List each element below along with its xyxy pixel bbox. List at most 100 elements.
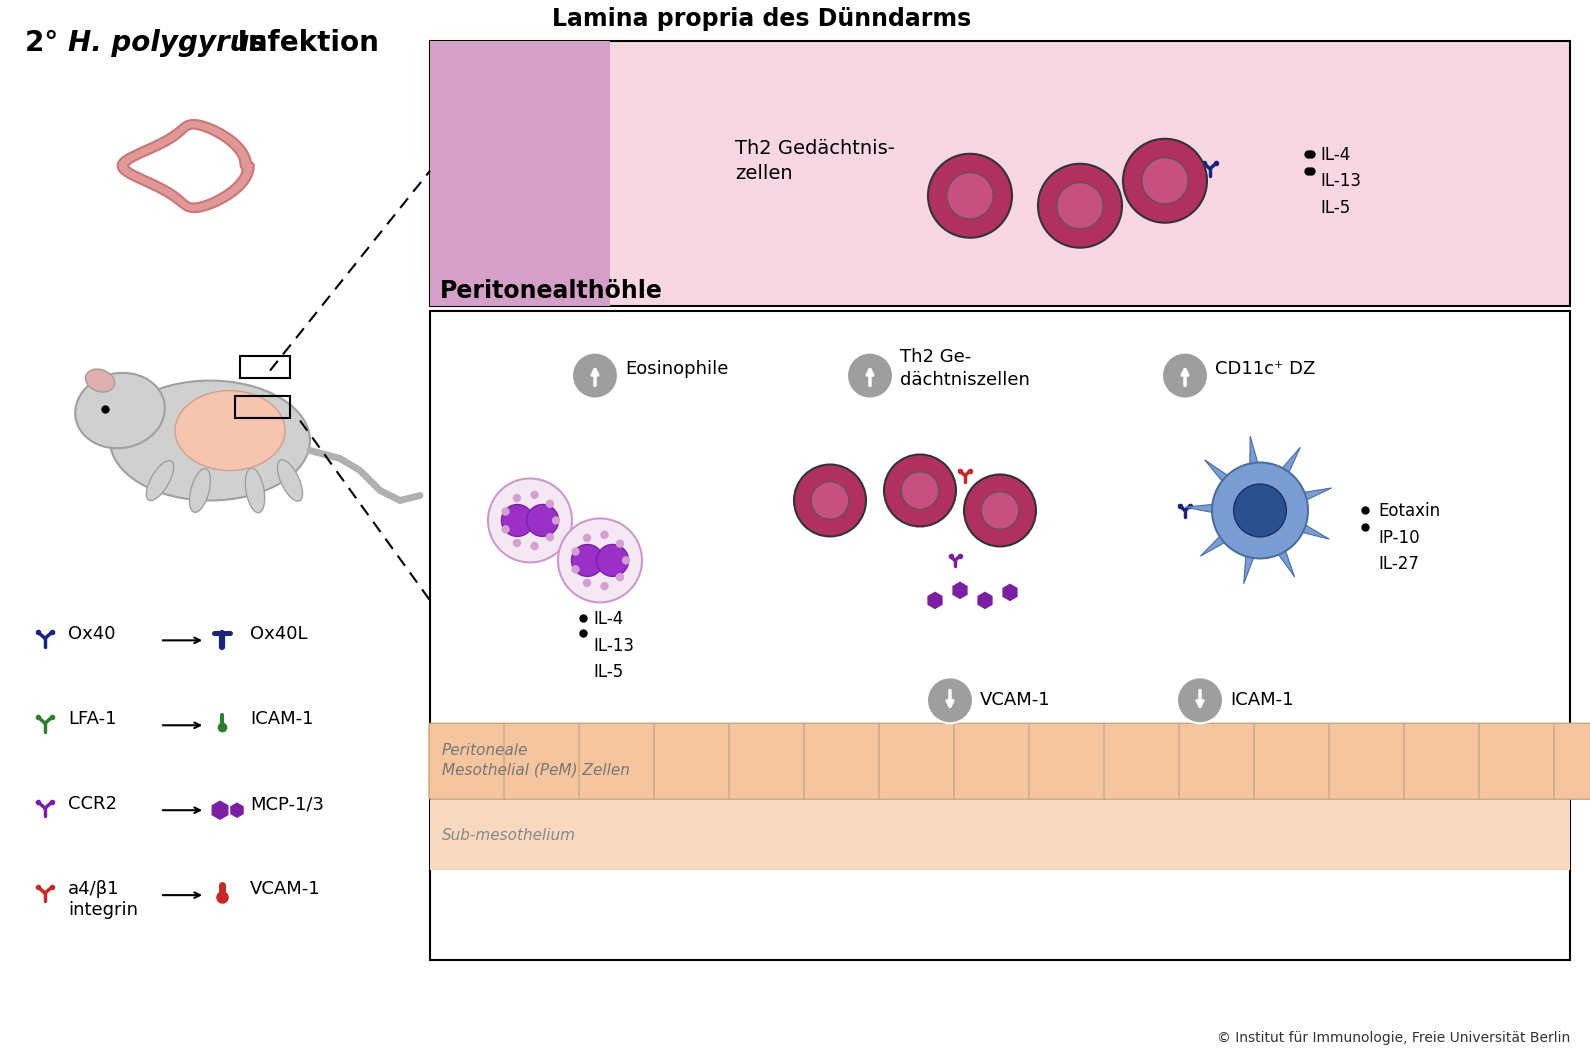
FancyBboxPatch shape — [429, 723, 506, 800]
Circle shape — [948, 173, 994, 219]
Ellipse shape — [245, 468, 264, 513]
Circle shape — [964, 474, 1037, 546]
Circle shape — [558, 519, 642, 603]
FancyBboxPatch shape — [1255, 723, 1331, 800]
Circle shape — [1177, 678, 1223, 723]
Circle shape — [1234, 484, 1286, 537]
FancyBboxPatch shape — [1329, 723, 1406, 800]
Text: Peritonealthöhle: Peritonealthöhle — [440, 279, 663, 303]
Text: Eotaxin
IP-10
IL-27: Eotaxin IP-10 IL-27 — [1379, 502, 1441, 573]
Ellipse shape — [146, 461, 173, 501]
Text: MCP-1/3: MCP-1/3 — [250, 795, 324, 813]
Circle shape — [615, 539, 625, 548]
Text: Eosinophile: Eosinophile — [625, 360, 728, 378]
Text: Ox40: Ox40 — [68, 626, 116, 644]
Circle shape — [596, 544, 628, 576]
Circle shape — [927, 678, 973, 723]
Text: Lamina propria des Dünndarms: Lamina propria des Dünndarms — [552, 6, 971, 31]
Ellipse shape — [175, 391, 285, 470]
Circle shape — [571, 548, 580, 556]
Circle shape — [501, 507, 510, 516]
Text: Th2 Gedächtnis-
zellen: Th2 Gedächtnis- zellen — [735, 139, 895, 183]
Circle shape — [601, 581, 609, 590]
Polygon shape — [1185, 504, 1220, 514]
Text: CCR2: CCR2 — [68, 795, 118, 813]
FancyBboxPatch shape — [1029, 723, 1107, 800]
Text: Th2 Ge-
dächtniszellen: Th2 Ge- dächtniszellen — [900, 347, 1030, 390]
FancyBboxPatch shape — [429, 310, 1569, 961]
Circle shape — [552, 516, 560, 524]
Text: a4/β1
integrin: a4/β1 integrin — [68, 880, 138, 919]
Text: ICAM-1: ICAM-1 — [1231, 692, 1294, 710]
Circle shape — [1142, 158, 1188, 203]
Circle shape — [1123, 139, 1207, 222]
Text: H. polygyrus: H. polygyrus — [68, 29, 266, 57]
Text: IL-4
IL-13
IL-5: IL-4 IL-13 IL-5 — [593, 610, 634, 681]
Circle shape — [1162, 353, 1208, 398]
FancyBboxPatch shape — [1553, 723, 1590, 800]
Polygon shape — [211, 802, 227, 820]
Circle shape — [601, 531, 609, 539]
FancyBboxPatch shape — [1180, 723, 1256, 800]
FancyBboxPatch shape — [429, 41, 1569, 306]
Bar — [429, 801, 1569, 870]
Polygon shape — [1003, 585, 1018, 600]
Text: VCAM-1: VCAM-1 — [250, 880, 321, 898]
Ellipse shape — [110, 380, 310, 501]
Text: © Institut für Immunologie, Freie Universität Berlin: © Institut für Immunologie, Freie Univer… — [1216, 1031, 1569, 1045]
Circle shape — [501, 525, 510, 534]
Circle shape — [531, 490, 539, 499]
Circle shape — [501, 504, 533, 537]
Circle shape — [545, 500, 555, 508]
FancyBboxPatch shape — [1103, 723, 1181, 800]
Circle shape — [902, 471, 938, 509]
Text: Sub-mesothelium: Sub-mesothelium — [442, 828, 576, 843]
FancyBboxPatch shape — [653, 723, 731, 800]
Polygon shape — [952, 582, 967, 598]
Polygon shape — [1278, 447, 1301, 479]
Circle shape — [514, 539, 522, 548]
FancyBboxPatch shape — [1479, 723, 1557, 800]
Text: CD11c⁺ DZ: CD11c⁺ DZ — [1215, 360, 1315, 378]
Circle shape — [884, 454, 956, 526]
Circle shape — [981, 491, 1019, 530]
Circle shape — [571, 544, 603, 576]
Polygon shape — [1250, 436, 1259, 470]
Polygon shape — [978, 592, 992, 608]
Text: Peritoneale
Mesothelial (PeM) Zellen: Peritoneale Mesothelial (PeM) Zellen — [442, 742, 630, 777]
FancyBboxPatch shape — [954, 723, 1030, 800]
FancyBboxPatch shape — [805, 723, 881, 800]
Circle shape — [488, 479, 572, 562]
FancyBboxPatch shape — [504, 723, 580, 800]
Circle shape — [622, 556, 630, 564]
Circle shape — [584, 579, 591, 587]
Ellipse shape — [189, 469, 210, 513]
Circle shape — [1057, 182, 1103, 229]
Ellipse shape — [278, 460, 302, 501]
Circle shape — [847, 353, 894, 398]
Text: ICAM-1: ICAM-1 — [250, 711, 313, 729]
Circle shape — [929, 154, 1011, 237]
Circle shape — [1038, 164, 1123, 248]
Circle shape — [545, 533, 555, 541]
Ellipse shape — [86, 369, 114, 392]
FancyBboxPatch shape — [429, 41, 611, 306]
Polygon shape — [1296, 521, 1329, 539]
Bar — [235, 396, 289, 417]
FancyBboxPatch shape — [579, 723, 657, 800]
Circle shape — [1212, 463, 1309, 558]
Circle shape — [531, 542, 539, 551]
Text: 2°: 2° — [25, 29, 68, 57]
FancyBboxPatch shape — [879, 723, 956, 800]
Circle shape — [571, 566, 580, 574]
Circle shape — [811, 482, 849, 519]
Circle shape — [793, 465, 867, 537]
Polygon shape — [231, 803, 243, 818]
Ellipse shape — [75, 373, 165, 448]
Text: VCAM-1: VCAM-1 — [979, 692, 1051, 710]
Bar — [240, 356, 289, 378]
Circle shape — [584, 534, 591, 542]
Polygon shape — [929, 592, 941, 608]
Circle shape — [615, 573, 625, 581]
Circle shape — [572, 353, 619, 398]
